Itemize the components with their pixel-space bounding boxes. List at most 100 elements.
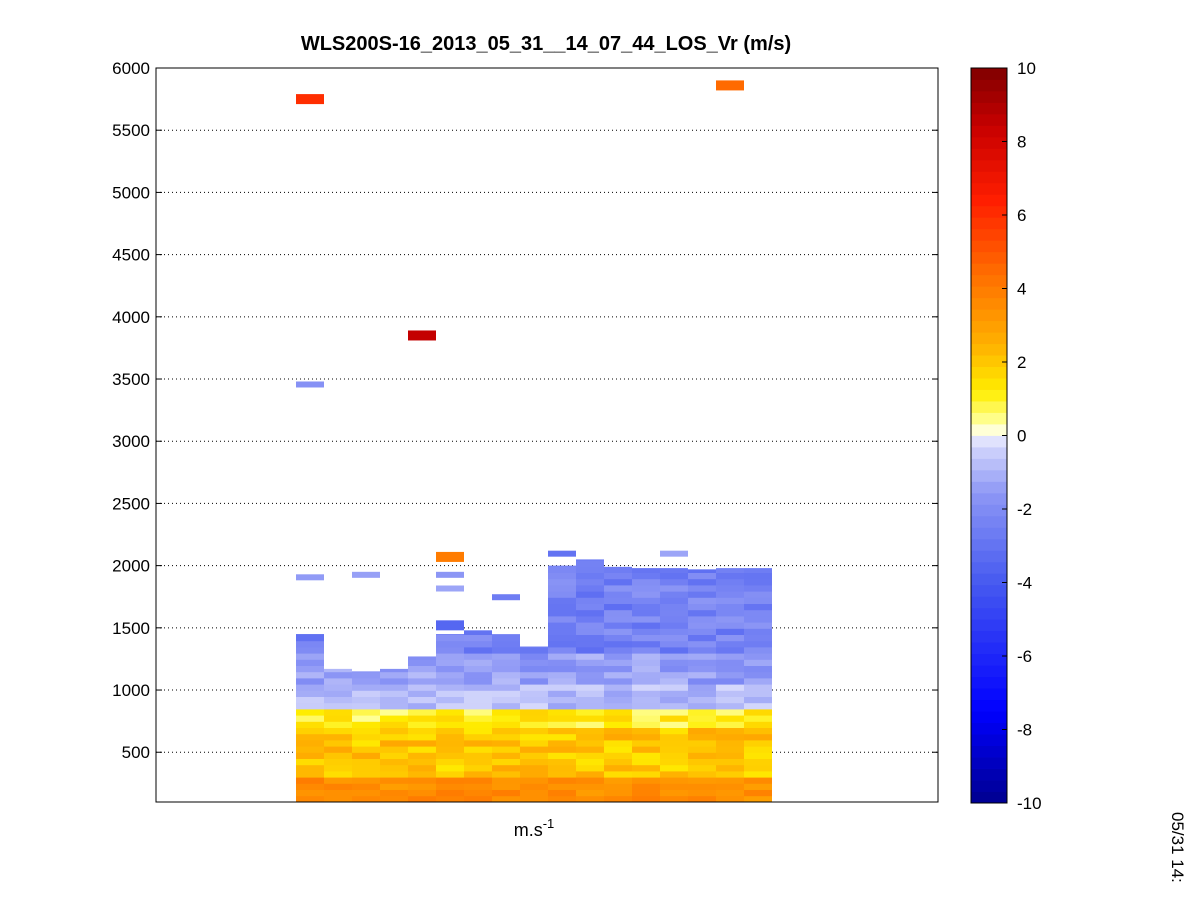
- heatmap-cell: [352, 671, 380, 679]
- heatmap-cell: [660, 597, 688, 604]
- heatmap-cell: [352, 777, 380, 784]
- heatmap-cell: [520, 740, 548, 747]
- heatmap-cell: [352, 789, 380, 797]
- heatmap-cell: [548, 659, 576, 666]
- heatmap-cell: [380, 671, 408, 679]
- colorbar-level: [971, 113, 1007, 126]
- y-axis: 500 1000 1500 2000 2500 3000 3500 4000 4500 5000 5…: [112, 59, 938, 762]
- heatmap-cell: [520, 653, 548, 660]
- heatmap-cell: [296, 758, 324, 766]
- heatmap-cell: [492, 684, 520, 691]
- heatmap-outlier-cell: [660, 550, 688, 557]
- heatmap-cell: [660, 659, 688, 666]
- colorbar-level: [971, 584, 1007, 597]
- colorbar: -10 -8 -6 -4 -2 0 2 4 6 8 10: [970, 59, 1042, 813]
- colorbar-level: [971, 642, 1007, 655]
- heatmap-cell: [296, 702, 324, 710]
- heatmap-cell: [520, 789, 548, 797]
- heatmap-cell: [576, 653, 604, 660]
- colorbar-tick-label: -4: [1017, 574, 1032, 593]
- heatmap-cell: [408, 665, 436, 673]
- heatmap-cell: [632, 690, 660, 697]
- heatmap-cell: [688, 777, 716, 784]
- heatmap-cell: [632, 647, 660, 654]
- heatmap-cell: [352, 740, 380, 747]
- colorbar-level: [971, 251, 1007, 264]
- heatmap-cell: [548, 616, 576, 623]
- heatmap-cell: [380, 678, 408, 685]
- heatmap-cell: [548, 572, 576, 580]
- heatmap-cell: [660, 609, 688, 617]
- heatmap-cell: [352, 702, 380, 710]
- heatmap-cell: [296, 634, 324, 635]
- heatmap-cell: [520, 721, 548, 728]
- heatmap-cell: [660, 684, 688, 691]
- heatmap-cell: [660, 628, 688, 635]
- heatmap-cell: [548, 634, 576, 642]
- heatmap-cell: [380, 733, 408, 741]
- heatmap-cell: [576, 721, 604, 728]
- heatmap-cell: [548, 591, 576, 598]
- heatmap-cell: [296, 715, 324, 722]
- heatmap-cell: [688, 634, 716, 642]
- heatmap-cell: [548, 777, 576, 784]
- heatmap-cell: [576, 566, 604, 573]
- heatmap-cell: [380, 746, 408, 753]
- heatmap-outlier-cell: [436, 551, 464, 562]
- heatmap-cell: [408, 795, 436, 803]
- heatmap-cell: [744, 709, 772, 716]
- heatmap-cell: [688, 702, 716, 710]
- heatmap-cell: [492, 659, 520, 666]
- colorbar-level: [971, 343, 1007, 356]
- heatmap-cell: [632, 678, 660, 685]
- heatmap-cell: [716, 777, 744, 784]
- heatmap-cell: [744, 696, 772, 704]
- heatmap-cell: [716, 653, 744, 660]
- heatmap-cell: [520, 678, 548, 685]
- heatmap-cell: [632, 622, 660, 629]
- heatmap-cell: [296, 665, 324, 673]
- heatmap-cell: [716, 603, 744, 611]
- heatmap-cell: [352, 795, 380, 803]
- colorbar-level: [971, 527, 1007, 540]
- heatmap-cell: [576, 771, 604, 778]
- heatmap-cell: [632, 795, 660, 803]
- heatmap-cell: [436, 740, 464, 747]
- heatmap-cell: [576, 591, 604, 598]
- heatmap-cell: [604, 696, 632, 704]
- heatmap-cell: [744, 647, 772, 654]
- heatmap-cell: [408, 789, 436, 797]
- colorbar-level: [971, 711, 1007, 724]
- heatmap-cell: [632, 764, 660, 772]
- heatmap-cell: [352, 752, 380, 759]
- heatmap-cell: [464, 690, 492, 697]
- heatmap-cell: [548, 609, 576, 617]
- heatmap-cell: [408, 740, 436, 747]
- heatmap-cell: [492, 634, 520, 635]
- heatmap-cell: [744, 783, 772, 790]
- heatmap-cell: [744, 568, 772, 573]
- colorbar-level: [971, 90, 1007, 103]
- heatmap-cell: [744, 746, 772, 753]
- colorbar-level: [971, 573, 1007, 586]
- heatmap-cell: [576, 640, 604, 648]
- heatmap-cell: [492, 758, 520, 766]
- heatmap-cell: [352, 783, 380, 790]
- heatmap-cell: [352, 758, 380, 766]
- heatmap-cell: [576, 665, 604, 673]
- heatmap-cell: [576, 659, 604, 666]
- heatmap-cell: [744, 740, 772, 747]
- heatmap-cell: [548, 603, 576, 611]
- heatmap-cell: [324, 684, 352, 691]
- heatmap-cell: [296, 690, 324, 697]
- heatmap-cell: [296, 740, 324, 747]
- colorbar-level: [971, 745, 1007, 758]
- heatmap-cell: [688, 572, 716, 580]
- heatmap-cell: [352, 671, 380, 673]
- heatmap-cell: [324, 789, 352, 797]
- heatmap-cell: [576, 622, 604, 629]
- heatmap-cell: [492, 634, 520, 642]
- heatmap-cell: [660, 690, 688, 697]
- heatmap-cell: [380, 684, 408, 691]
